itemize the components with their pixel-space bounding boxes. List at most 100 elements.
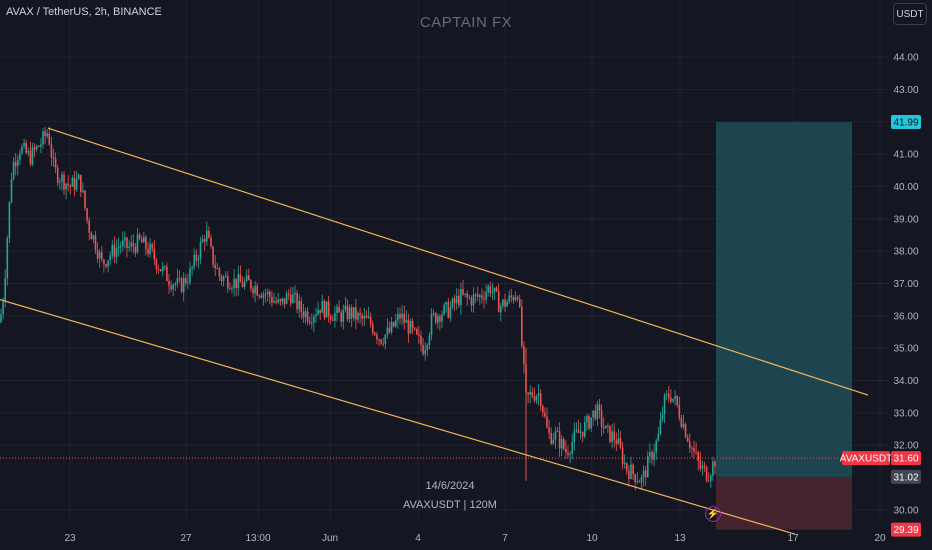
candle-body [82,190,84,192]
candle-body [308,321,311,323]
candle-body [329,316,332,320]
candle-body [69,185,72,187]
candle-body [342,310,345,322]
candle-body [260,295,263,298]
candle-body [497,291,500,313]
candle-body [655,440,657,453]
candle-body [621,447,624,465]
candle-body [56,167,59,183]
candle-body [686,437,689,442]
candle-body [647,455,649,478]
long-position-stop-zone[interactable] [716,476,852,530]
candle-body [504,299,506,307]
candle-body [71,177,74,187]
candle-body [563,438,565,449]
candle-body [636,481,639,483]
price-tick-label: 38.00 [893,247,918,258]
candle-body [128,246,130,248]
time-tick-label: 7 [502,533,508,544]
candle-body [306,311,309,322]
candle-body [94,235,97,250]
candle-body [689,441,691,448]
candle-body [390,322,393,333]
candle-body [14,162,17,167]
candle-body [166,266,168,282]
candle-body [371,323,374,333]
candle-body [392,322,395,327]
candle-body [67,183,69,186]
channel-upper-line[interactable] [47,127,869,396]
candle-body [678,404,681,419]
candle-body [426,344,429,351]
candle-body [472,294,475,306]
candle-body [376,334,378,340]
candle-body [554,431,557,440]
candle-body [119,246,122,248]
candle-body [199,242,202,259]
candle-body [155,259,158,269]
candle-body [241,282,244,287]
candle-body [298,300,300,310]
candle-body [411,320,414,328]
candle-body [453,298,456,304]
candle-body [275,300,277,303]
time-tick-label: 20 [874,533,886,544]
candle-body [157,268,160,270]
candle-body [649,452,651,456]
candle-body [395,320,397,327]
candle-body [577,429,580,433]
candle-body [222,276,225,281]
candle-body [556,431,559,433]
candle-body [609,425,611,442]
candle-body [560,438,563,449]
candle-body [602,426,605,429]
candle-body [380,339,382,344]
candle-body [266,291,269,295]
candle-body [178,278,181,280]
lightning-icon[interactable]: ⚡ [705,506,721,522]
candle-body [657,434,660,441]
candle-body [54,158,57,168]
time-axis[interactable]: 23 27 13:00 Jun 4 7 10 13 17 20 [64,533,886,544]
candle-body [430,313,433,336]
candle-body [243,281,246,287]
currency-button[interactable]: USDT [893,3,927,25]
candle-body [403,313,405,323]
candle-body [550,433,552,444]
candle-body [466,293,468,298]
candle-body [44,131,46,137]
candle-body [432,313,435,315]
channel-lower-line[interactable] [0,299,796,535]
candle-body [542,405,544,413]
candle-body [579,431,582,433]
candle-body [332,319,334,321]
time-tick-label: 23 [64,533,76,544]
candle-body [359,313,361,316]
candle-body [668,394,670,398]
candle-body [489,286,492,294]
candle-body [661,414,664,420]
candle-body [447,302,450,318]
candle-body [535,396,538,401]
candle-body [630,464,632,479]
candle-body [250,280,252,289]
candle-body [248,275,250,281]
candle-body [544,412,546,417]
symbol-title[interactable]: AVAX / TetherUS, 2h, BINANCE [6,6,162,18]
candle-body [613,431,615,441]
candle-body [287,293,290,295]
candle-body [495,287,498,292]
long-position-target-zone[interactable] [716,122,852,477]
candle-body [707,480,710,482]
candle-body [439,316,441,322]
candle-body [476,294,479,298]
candle-body [670,397,672,402]
candle-body [378,339,380,341]
candle-body [224,275,227,277]
candle-body [374,332,376,335]
candle-body [136,234,139,253]
candle-body [584,422,586,437]
candle-body [122,240,124,247]
candle-body [632,464,634,475]
